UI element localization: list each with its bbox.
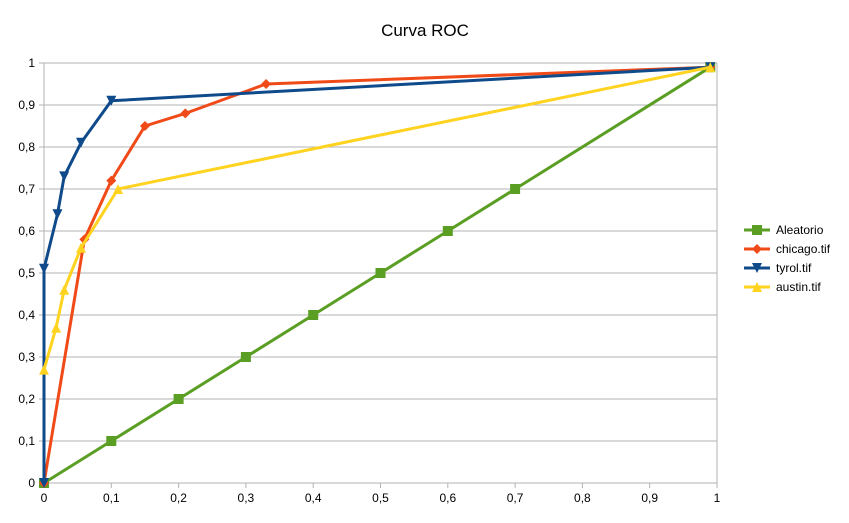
- legend-marker-aleatorio: [752, 225, 762, 235]
- legend-label-tyrol: tyrol.tif: [776, 261, 812, 275]
- data-point-tyrol: [59, 171, 70, 182]
- x-tick-label: 0: [41, 491, 48, 505]
- data-point-chicago: [261, 79, 272, 89]
- y-tick-label: 0: [28, 476, 35, 490]
- data-point-tyrol: [52, 209, 63, 220]
- legend-marker-austin: [752, 282, 762, 292]
- x-tick-label: 0,6: [439, 491, 456, 505]
- data-point-aleatorio: [240, 352, 251, 362]
- x-tick-label: 0,8: [574, 491, 591, 505]
- y-tick-label: 0,7: [18, 182, 35, 196]
- data-point-tyrol: [39, 263, 49, 274]
- chart-title: Curva ROC: [381, 21, 469, 40]
- y-tick-label: 0,1: [18, 434, 35, 448]
- legend-item-austin: austin.tif: [744, 280, 821, 294]
- series-layer: [39, 62, 716, 488]
- series-chicago: [39, 62, 716, 488]
- legend-item-aleatorio: Aleatorio: [744, 223, 824, 237]
- legend: Aleatorio chicago.tif tyrol.tif austin.tif: [744, 223, 831, 294]
- legend-label-chicago: chicago.tif: [776, 242, 831, 256]
- data-point-austin: [39, 364, 49, 375]
- y-tick-label: 0,9: [18, 98, 35, 112]
- data-point-austin: [59, 284, 70, 295]
- data-point-tyrol: [106, 95, 117, 106]
- data-point-aleatorio: [510, 184, 521, 194]
- y-tick-label: 0,8: [18, 140, 35, 154]
- x-tick-label: 0,9: [641, 491, 658, 505]
- data-point-aleatorio: [375, 268, 386, 278]
- y-tick-label: 0,6: [18, 224, 35, 238]
- data-point-aleatorio: [106, 436, 117, 446]
- y-tick-label: 0,5: [18, 266, 35, 280]
- y-tick-label: 0,2: [18, 392, 35, 406]
- y-tick-label: 0,4: [18, 308, 35, 322]
- x-tick-label: 0,7: [507, 491, 524, 505]
- data-point-aleatorio: [442, 226, 453, 236]
- series-line-austin: [42, 65, 712, 372]
- legend-item-tyrol: tyrol.tif: [744, 261, 812, 275]
- series-austin: [39, 62, 716, 375]
- data-point-aleatorio: [308, 310, 319, 320]
- data-point-chicago: [139, 121, 150, 131]
- x-tick-label: 0,2: [170, 491, 187, 505]
- y-tick-label: 1: [28, 56, 35, 70]
- legend-label-austin: austin.tif: [776, 280, 821, 294]
- data-point-austin: [113, 184, 124, 194]
- legend-marker-tyrol: [752, 263, 762, 273]
- grid-lines: [44, 62, 717, 442]
- data-point-tyrol: [76, 137, 87, 148]
- legend-label-aleatorio: Aleatorio: [776, 223, 824, 237]
- x-tick-label: 1: [714, 491, 721, 505]
- data-point-austin: [705, 62, 716, 73]
- data-point-aleatorio: [173, 394, 184, 404]
- data-point-chicago: [106, 175, 117, 186]
- x-tick-label: 0,3: [238, 491, 255, 505]
- data-point-austin: [51, 322, 62, 333]
- series-tyrol: [39, 62, 716, 488]
- y-tick-label: 0,3: [18, 350, 35, 364]
- data-point-tyrol: [39, 478, 49, 488]
- legend-item-chicago: chicago.tif: [744, 242, 831, 256]
- x-tick-label: 0,4: [305, 491, 322, 505]
- data-point-chicago: [180, 108, 191, 119]
- axes: 0 0,1 0,2 0,3 0,4 0,5 0,6 0,7 0,8 0,9 1 0 0,1 0,2 0,3 0…: [18, 56, 720, 505]
- data-point-austin: [76, 242, 87, 253]
- legend-marker-chicago: [752, 244, 762, 254]
- x-tick-label: 0,5: [372, 491, 389, 505]
- x-tick-label: 0,1: [103, 491, 120, 505]
